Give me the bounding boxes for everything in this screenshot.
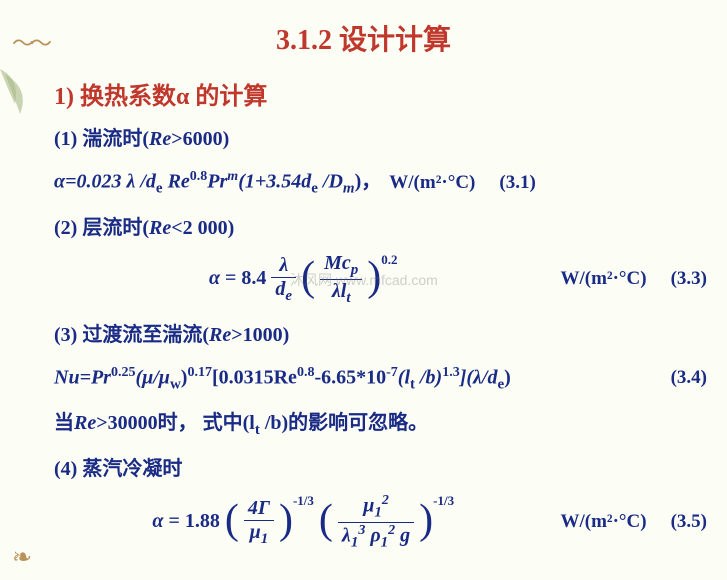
s: t	[346, 290, 350, 306]
t: Pr	[207, 171, 227, 193]
t: (l	[398, 366, 410, 388]
case-4-heading: (4) 蒸汽冷凝时	[54, 455, 707, 483]
t: )，	[355, 171, 382, 193]
re: Re	[149, 128, 171, 150]
s: 0.25	[111, 365, 136, 380]
t: (1) 湍流时(	[54, 128, 149, 150]
s: e	[285, 288, 292, 304]
case-1-heading: (1) 湍流时(Re>6000)	[54, 125, 707, 153]
eqno: (3.1)	[499, 170, 535, 197]
t: >30000时， 式中(l	[96, 412, 255, 434]
equation-3-1: α=0.023 λ /de Re0.8Prm(1+3.54de /Dm)， W/…	[54, 167, 707, 200]
s: -7	[386, 365, 398, 380]
d: λ	[342, 525, 351, 547]
unit: W/(m²·°C)	[389, 170, 475, 197]
exp: 0.2	[381, 252, 397, 268]
t: = 1.88	[163, 510, 219, 532]
unit: W/(m²·°C)	[560, 268, 646, 290]
unit: W/(m²·°C)	[560, 511, 646, 533]
e: 2	[388, 523, 395, 538]
slide-title: 3.1.2 设计计算	[0, 18, 727, 58]
leaf-decoration	[0, 64, 60, 124]
t: (μ/μ	[135, 366, 169, 388]
t: >1000)	[231, 324, 289, 346]
t: Nu=Pr	[54, 366, 111, 388]
eqno: (3.4)	[671, 365, 707, 392]
watermark: 沐风网 www.mfcad.com	[290, 270, 438, 290]
s: w	[170, 376, 181, 392]
t: /b)的影响可忽略。	[260, 412, 428, 434]
alpha: α	[152, 510, 163, 532]
eqno: (3.5)	[671, 511, 707, 533]
e: 3	[358, 523, 365, 538]
corner-ornament-bottom: ❧	[12, 543, 32, 572]
n: 4Γ	[248, 497, 270, 519]
t: )	[504, 366, 511, 388]
s: 0.8	[297, 365, 315, 380]
t: 当	[54, 412, 74, 434]
t: Re	[163, 171, 190, 193]
re: Re	[209, 324, 231, 346]
t: [0.0315Re	[212, 366, 297, 388]
subtitle-text: 1) 换热系数α 的计算	[54, 84, 267, 110]
t: /b)	[415, 366, 442, 388]
t: <2 000)	[171, 217, 234, 239]
section-heading: 1) 换热系数α 的计算	[54, 76, 707, 111]
d: d	[275, 278, 285, 300]
t: -6.65*10	[314, 366, 386, 388]
t: (1+3.54d	[238, 171, 311, 193]
n: μ	[363, 495, 374, 517]
s: 1	[381, 535, 389, 551]
case-3-heading: (3) 过渡流至湍流(Re>1000)	[54, 321, 707, 349]
exp: -1/3	[293, 493, 314, 509]
corner-ornament-top: 〜〜	[12, 26, 48, 58]
t: >6000)	[171, 128, 229, 150]
case-2-heading: (2) 层流时(Re<2 000)	[54, 214, 707, 242]
s: 1	[261, 531, 269, 547]
t: ](λ/d	[460, 366, 498, 388]
t: (3) 过渡流至湍流(	[54, 324, 209, 346]
s: 0.17	[187, 365, 212, 380]
d: ρ	[370, 525, 380, 547]
t: /D	[318, 171, 343, 193]
s: 1.3	[442, 365, 460, 380]
alpha: α	[209, 267, 220, 289]
re: Re	[74, 412, 96, 434]
re: Re	[149, 217, 171, 239]
s: 1	[374, 505, 382, 521]
sub: e	[311, 181, 318, 197]
exp: -1/3	[433, 493, 454, 509]
note-line: 当Re>30000时， 式中(lt /b)的影响可忽略。	[54, 409, 707, 441]
sub: m	[343, 181, 355, 197]
eqno: (3.3)	[671, 268, 707, 290]
t: (2) 层流时(	[54, 217, 149, 239]
sub: e	[156, 181, 163, 197]
e: 2	[382, 493, 389, 508]
sup: m	[227, 169, 238, 184]
t: α=0.023 λ /d	[54, 171, 156, 193]
equation-3-4: Nu=Pr0.25(μ/μw) 0.17[0.0315Re0.8-6.65*10-…	[54, 363, 707, 396]
d: μ	[250, 521, 261, 543]
content-area: 1) 换热系数α 的计算 (1) 湍流时(Re>6000) α=0.023 λ …	[54, 76, 707, 552]
equation-3-5: α = 1.88 ( 4Γ μ1 )-1/3 ( μ12 λ13 ρ12 g )…	[54, 493, 707, 551]
d: g	[400, 525, 410, 547]
t: = 8.4	[220, 267, 266, 289]
